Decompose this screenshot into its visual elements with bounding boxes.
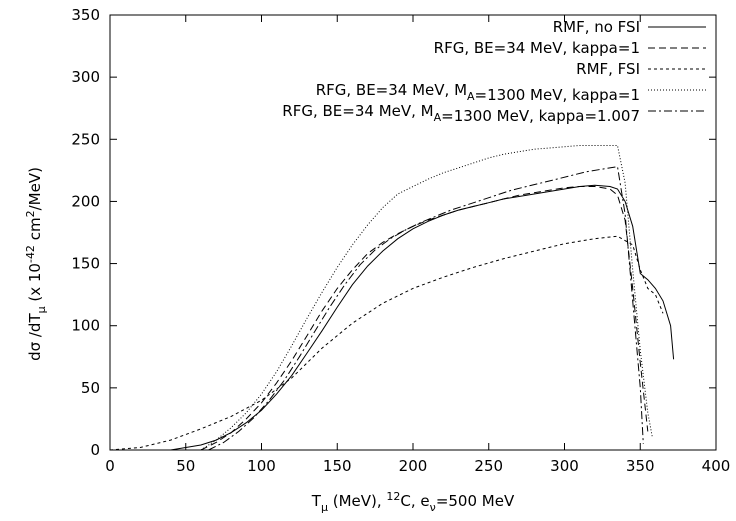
legend-label-2: RFG, BE=34 MeV, kappa=1 bbox=[434, 39, 640, 57]
legend-label-1: RMF, no FSI bbox=[553, 18, 640, 36]
y-tick-label: 300 bbox=[71, 68, 100, 86]
legend-label-5: RFG, BE=34 MeV, MA=1300 MeV, kappa=1.007 bbox=[282, 102, 640, 125]
x-tick-label: 400 bbox=[702, 457, 731, 475]
series-line-2 bbox=[200, 186, 649, 451]
series-line-5 bbox=[208, 166, 644, 451]
x-axis-ticks: 0 50 100 150 200 250 300 350 400 bbox=[105, 15, 730, 475]
y-tick-label: 200 bbox=[71, 192, 100, 210]
series-layer bbox=[109, 145, 675, 451]
x-tick-label: 100 bbox=[247, 457, 276, 475]
series-line-1 bbox=[170, 184, 675, 451]
y-tick-label: 150 bbox=[71, 255, 100, 273]
x-axis-label: Tμ (MeV), 12C, eν=500 MeV bbox=[311, 490, 515, 514]
legend-label-3: RMF, FSI bbox=[576, 60, 640, 78]
series-line-3 bbox=[109, 235, 664, 451]
x-tick-label: 150 bbox=[323, 457, 352, 475]
y-tick-label: 0 bbox=[90, 441, 100, 459]
legend-label-4: RFG, BE=34 MeV, MA=1300 MeV, kappa=1 bbox=[316, 81, 640, 104]
y-tick-label: 100 bbox=[71, 317, 100, 335]
x-tick-label: 0 bbox=[105, 457, 115, 475]
y-axis-ticks: 0 50 100 150 200 250 300 350 bbox=[71, 6, 716, 459]
legend: RMF, no FSI RFG, BE=34 MeV, kappa=1 RMF, F… bbox=[282, 18, 706, 125]
x-tick-label: 50 bbox=[176, 457, 195, 475]
x-tick-label: 350 bbox=[626, 457, 655, 475]
x-tick-label: 250 bbox=[474, 457, 503, 475]
y-tick-label: 250 bbox=[71, 130, 100, 148]
x-tick-label: 300 bbox=[550, 457, 579, 475]
y-tick-label: 350 bbox=[71, 6, 100, 24]
x-tick-label: 200 bbox=[399, 457, 428, 475]
y-axis-label: dσ /dTμ (x 10-42 cm2/MeV) bbox=[24, 167, 48, 361]
y-tick-label: 50 bbox=[81, 379, 100, 397]
series-line-4 bbox=[200, 145, 653, 451]
